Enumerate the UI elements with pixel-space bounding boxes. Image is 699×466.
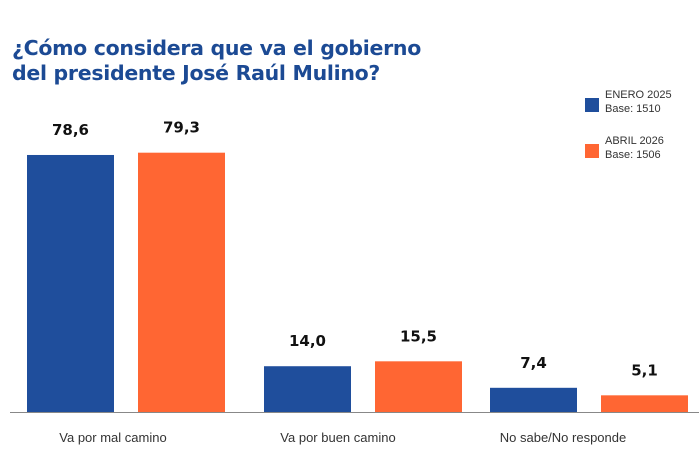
bar xyxy=(375,361,462,412)
legend-swatch xyxy=(585,98,599,112)
bar xyxy=(264,366,351,412)
x-tick-label: Va por mal camino xyxy=(59,430,166,445)
legend-base: Base: 1510 xyxy=(605,103,661,115)
legend-label: ENERO 2025 xyxy=(605,89,672,101)
x-tick-label: Va por buen camino xyxy=(280,430,395,445)
chart-title: ¿Cómo considera que va el gobierno del p… xyxy=(12,36,421,86)
legend: ENERO 2025 Base: 1510 ABRIL 2026 Base: 150… xyxy=(585,88,672,180)
data-label: 14,0 xyxy=(289,332,326,350)
title-line-1: ¿Cómo considera que va el gobierno xyxy=(12,36,421,60)
data-label: 15,5 xyxy=(400,327,437,345)
bar xyxy=(138,152,225,412)
data-label: 5,1 xyxy=(631,361,658,379)
data-label: 79,3 xyxy=(163,119,200,137)
data-label: 7,4 xyxy=(520,354,547,372)
legend-item-abril-2026: ABRIL 2026 Base: 1506 xyxy=(585,134,672,162)
legend-base: Base: 1506 xyxy=(605,149,661,161)
legend-swatch xyxy=(585,144,599,158)
bar xyxy=(601,395,688,412)
bar xyxy=(490,387,577,412)
title-line-2: del presidente José Raúl Mulino? xyxy=(12,61,381,85)
bar xyxy=(27,154,114,412)
legend-item-enero-2025: ENERO 2025 Base: 1510 xyxy=(585,88,672,116)
x-tick-label: No sabe/No responde xyxy=(500,430,626,445)
legend-label: ABRIL 2026 xyxy=(605,135,664,147)
data-label: 78,6 xyxy=(52,121,89,139)
